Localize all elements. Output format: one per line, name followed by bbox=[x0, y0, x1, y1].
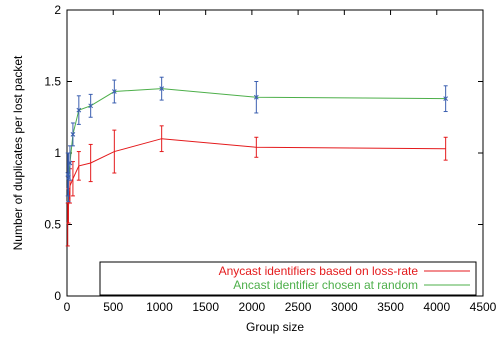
plot-frame bbox=[66, 9, 484, 297]
x-tick-label: 2500 bbox=[285, 300, 312, 314]
x-tick-label: 4000 bbox=[423, 300, 450, 314]
data-point bbox=[67, 160, 73, 166]
x-tick-label: 4500 bbox=[470, 300, 497, 314]
data-point bbox=[159, 86, 165, 92]
data-point bbox=[76, 107, 82, 113]
x-axis-label: Group size bbox=[246, 320, 304, 334]
y-tick-label: 2 bbox=[54, 3, 61, 17]
legend-label-1: Anycast identifiers based on loss-rate bbox=[219, 264, 419, 278]
series-line bbox=[67, 88, 446, 178]
data-point bbox=[443, 96, 449, 102]
y-tick-label: 0.5 bbox=[44, 218, 61, 232]
data-point bbox=[253, 94, 259, 100]
series-layer bbox=[65, 76, 449, 247]
y-tick-label: 0 bbox=[54, 289, 61, 303]
x-tick-label: 3500 bbox=[377, 300, 404, 314]
y-axis-label: Number of duplicates per lost packet bbox=[11, 55, 25, 250]
x-tick-label: 2000 bbox=[239, 300, 266, 314]
y-axis: 0 0.5 1 1.5 2 bbox=[44, 3, 483, 303]
data-point bbox=[70, 132, 76, 137]
legend-label-2: Ancast identifier chosen at random bbox=[233, 278, 418, 292]
x-tick-label: 3000 bbox=[331, 300, 358, 314]
x-tick-label: 1000 bbox=[146, 300, 173, 314]
y-tick-label: 1 bbox=[54, 146, 61, 160]
x-tick-label: 0 bbox=[64, 300, 71, 314]
data-point bbox=[88, 103, 94, 109]
x-tick-label: 500 bbox=[103, 300, 123, 314]
series-2 bbox=[65, 76, 449, 203]
y-tick-label: 1.5 bbox=[44, 75, 61, 89]
legend-box bbox=[99, 261, 477, 296]
x-tick-label: 1500 bbox=[192, 300, 219, 314]
series-1 bbox=[65, 125, 448, 247]
legend: Anycast identifiers based on loss-rate A… bbox=[99, 261, 477, 296]
data-point bbox=[111, 89, 117, 94]
x-axis: 0 500 1000 1500 2000 2500 3000 3500 4000 4500 bbox=[64, 10, 497, 314]
